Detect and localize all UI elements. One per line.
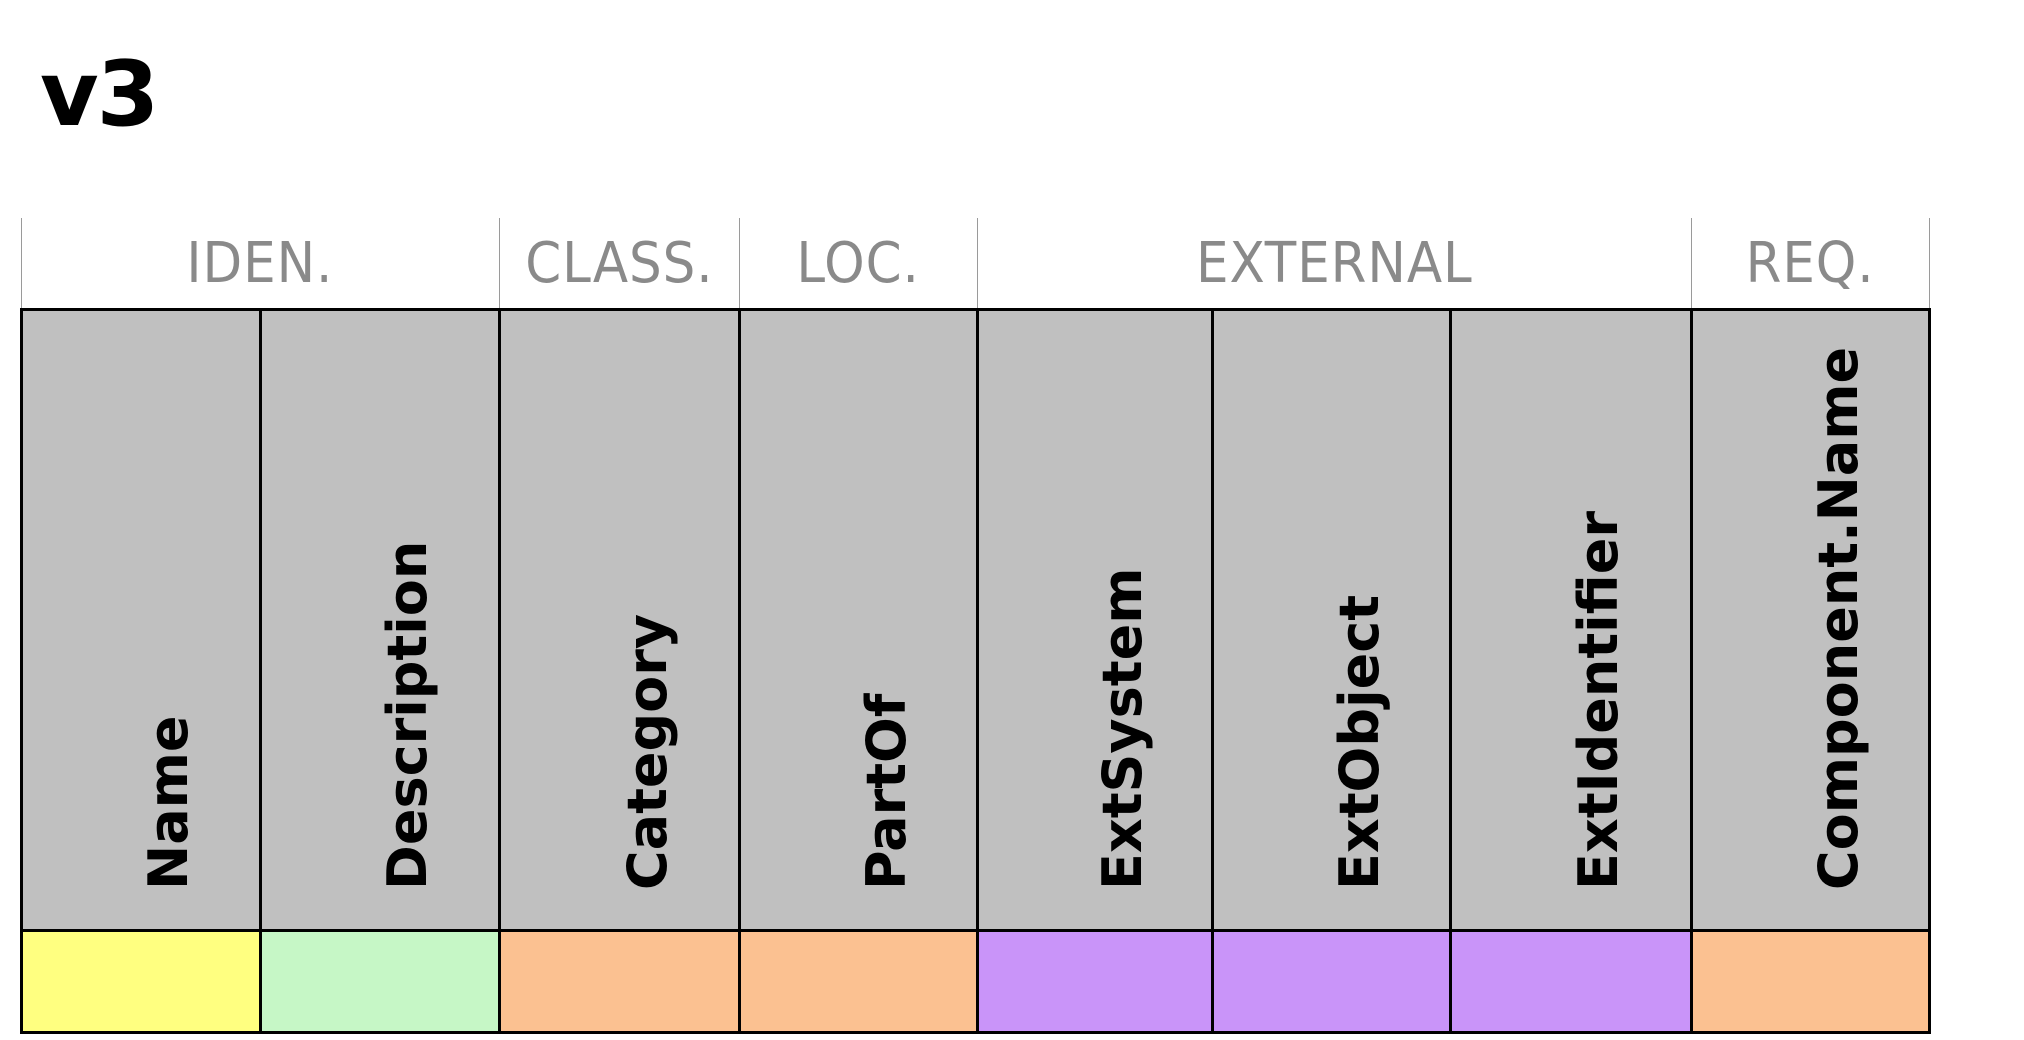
group-divider bbox=[977, 218, 978, 308]
group-header-location: LOC. bbox=[796, 230, 920, 296]
column-header-name: Name bbox=[20, 308, 262, 932]
group-divider bbox=[499, 218, 500, 308]
column-label: ExtIdentifier bbox=[1567, 511, 1630, 890]
swatch-description bbox=[259, 929, 501, 1034]
group-header-requirement: REQ. bbox=[1745, 230, 1875, 296]
column-header-extidentifier: ExtIdentifier bbox=[1449, 308, 1693, 932]
column-header-category: Category bbox=[498, 308, 741, 932]
swatch-extsystem bbox=[976, 929, 1214, 1034]
swatch-name bbox=[20, 929, 262, 1034]
swatch-component-name bbox=[1690, 929, 1931, 1034]
swatch-extidentifier bbox=[1449, 929, 1693, 1034]
column-label: PartOf bbox=[854, 693, 918, 890]
column-header-extobject: ExtObject bbox=[1211, 308, 1452, 932]
column-header-extsystem: ExtSystem bbox=[976, 308, 1214, 932]
group-divider bbox=[1929, 218, 1930, 308]
group-header-external: EXTERNAL bbox=[1195, 230, 1473, 296]
column-header-component-name: Component.Name bbox=[1690, 308, 1931, 932]
group-divider bbox=[739, 218, 740, 308]
group-header-classification: CLASS. bbox=[524, 230, 714, 296]
swatch-category bbox=[498, 929, 741, 1034]
column-header-description: Description bbox=[259, 308, 501, 932]
column-label: ExtSystem bbox=[1091, 567, 1154, 890]
column-label: Component.Name bbox=[1806, 346, 1870, 890]
group-divider bbox=[21, 218, 22, 308]
column-label: ExtObject bbox=[1327, 594, 1391, 890]
version-title: v3 bbox=[40, 42, 159, 147]
column-label: Description bbox=[376, 540, 439, 890]
column-label: Name bbox=[137, 715, 200, 890]
column-label: Category bbox=[615, 613, 679, 890]
column-header-partof: PartOf bbox=[738, 308, 979, 932]
group-header-identification: IDEN. bbox=[186, 230, 334, 296]
swatch-partof bbox=[738, 929, 979, 1034]
swatch-extobject bbox=[1211, 929, 1452, 1034]
group-divider bbox=[1691, 218, 1692, 308]
